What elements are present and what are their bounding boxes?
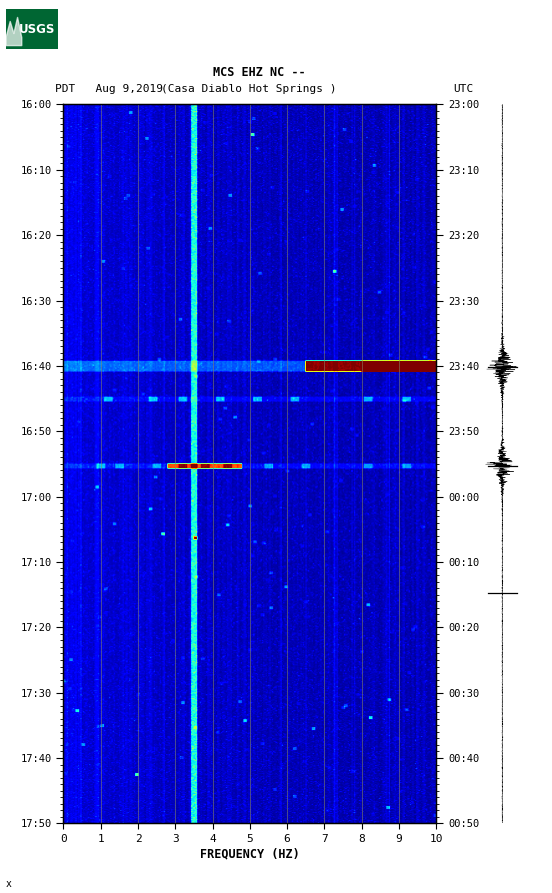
Text: PDT   Aug 9,2019: PDT Aug 9,2019 — [55, 84, 163, 95]
Text: MCS EHZ NC --: MCS EHZ NC -- — [213, 66, 306, 79]
Text: x: x — [6, 879, 12, 889]
Text: (Casa Diablo Hot Springs ): (Casa Diablo Hot Springs ) — [161, 84, 336, 95]
Text: USGS: USGS — [19, 22, 55, 36]
X-axis label: FREQUENCY (HZ): FREQUENCY (HZ) — [200, 848, 300, 861]
Text: UTC: UTC — [454, 84, 474, 95]
